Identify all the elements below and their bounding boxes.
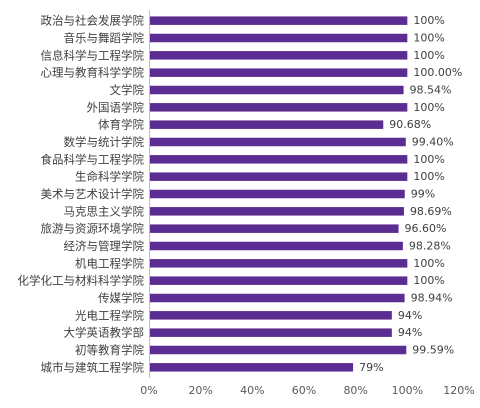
bar <box>150 137 406 147</box>
data-label: 98.28% <box>409 240 451 253</box>
category-label: 数学与统计学院 <box>64 135 145 149</box>
data-label: 99.59% <box>412 344 454 357</box>
data-label: 98.69% <box>410 205 452 218</box>
data-label: 96.60% <box>405 222 447 235</box>
bar <box>150 33 408 43</box>
data-label: 100% <box>413 153 444 166</box>
x-tick-label: 100% <box>392 384 423 397</box>
x-tick-label: 80% <box>343 384 367 397</box>
bar <box>150 51 408 60</box>
category-label: 心理与教育科学学院 <box>41 66 145 80</box>
category-label: 信息科学与工程学院 <box>41 48 145 62</box>
category-label: 机电工程学院 <box>75 256 144 270</box>
bar <box>150 189 405 199</box>
data-label: 90.68% <box>389 118 431 131</box>
category-label: 文学院 <box>110 83 145 97</box>
category-label: 城市与建筑工程学院 <box>41 360 145 374</box>
data-label: 100% <box>413 101 444 114</box>
bar <box>150 155 408 164</box>
chart-tick-labels: 0% 20% 40% 60% 80% 100% 120% <box>140 384 474 397</box>
data-label: 98.94% <box>411 292 453 305</box>
bar <box>150 207 404 216</box>
category-label: 生命科学学院 <box>75 170 144 184</box>
category-label: 体育学院 <box>98 118 144 132</box>
category-label: 音乐与舞蹈学院 <box>64 31 145 45</box>
data-label: 100% <box>413 32 444 45</box>
data-label: 99% <box>411 188 435 201</box>
bar <box>150 16 408 25</box>
x-tick-label: 40% <box>240 384 264 397</box>
bar <box>150 363 354 372</box>
bar <box>150 120 384 129</box>
bar <box>150 172 408 181</box>
x-tick-label: 20% <box>188 384 212 397</box>
chart-value-labels: 100% 100% 100% 100.00% 98.54% 100% 90.68% 99.40… <box>359 14 462 374</box>
category-label: 食品科学与工程学院 <box>41 152 145 166</box>
bar <box>150 224 399 233</box>
category-label: 美术与艺术设计学院 <box>41 187 145 201</box>
bar <box>150 345 407 355</box>
bar <box>150 85 404 95</box>
bar <box>150 328 392 337</box>
bar <box>150 293 405 303</box>
chart-bars <box>150 16 408 372</box>
bar <box>150 259 408 268</box>
category-label: 初等教育学院 <box>75 343 144 357</box>
category-label: 外国语学院 <box>87 100 145 114</box>
category-label: 马克思主义学院 <box>64 204 145 218</box>
data-label: 98.54% <box>410 84 452 97</box>
bar <box>150 103 408 112</box>
x-tick-label: 0% <box>140 384 157 397</box>
x-tick-label: 120% <box>443 384 474 397</box>
category-label: 旅游与资源环境学院 <box>41 222 145 236</box>
category-label: 化学化工与材料科学学院 <box>18 274 145 288</box>
bar <box>150 241 403 251</box>
x-tick-label: 60% <box>292 384 316 397</box>
bar <box>150 311 392 320</box>
bar <box>150 276 408 285</box>
data-label: 99.40% <box>412 136 454 149</box>
category-label: 经济与管理学院 <box>64 239 145 253</box>
data-label: 100% <box>413 14 444 27</box>
category-label: 传媒学院 <box>98 291 144 305</box>
data-label: 100% <box>413 274 444 287</box>
category-label: 政治与社会发展学院 <box>41 14 145 28</box>
bar <box>150 68 408 77</box>
data-label: 94% <box>398 309 422 322</box>
chart-category-labels: 政治与社会发展学院音乐与舞蹈学院信息科学与工程学院心理与教育科学学院文学院外国语… <box>18 14 145 375</box>
data-label: 100.00% <box>413 66 462 79</box>
category-label: 大学英语教学部 <box>64 326 145 340</box>
data-label: 100% <box>413 49 444 62</box>
data-label: 100% <box>413 257 444 270</box>
category-label: 光电工程学院 <box>75 308 144 322</box>
data-label: 100% <box>413 170 444 183</box>
data-label: 94% <box>398 326 422 339</box>
data-label: 79% <box>359 361 383 374</box>
